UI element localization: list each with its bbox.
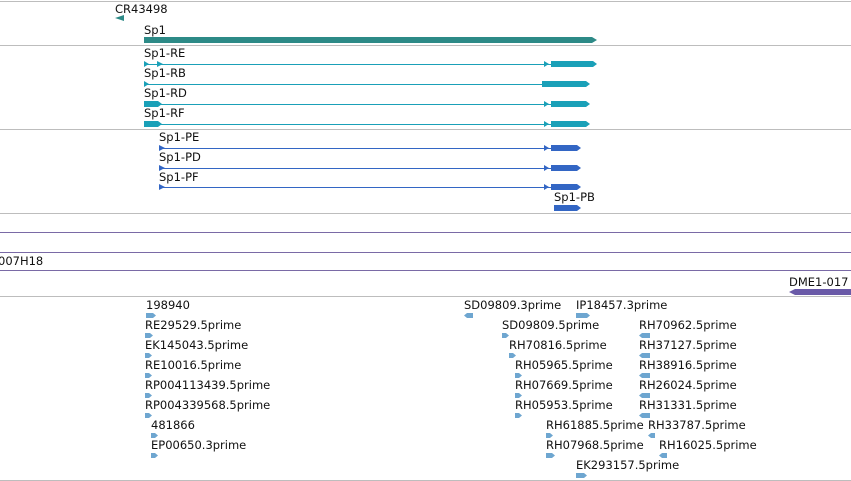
protein-arrow <box>544 145 549 151</box>
protein-segment <box>159 145 165 151</box>
transcript-label-rb[interactable]: Sp1-RB <box>144 66 186 80</box>
est-label[interactable]: SD09809.5prime <box>502 318 599 332</box>
transcript-exon <box>551 61 597 67</box>
est-label[interactable]: RH38916.5prime <box>639 358 737 372</box>
gene-track: CR43498 Sp1 <box>115 2 597 43</box>
gene-label-cr43498[interactable]: CR43498 <box>115 2 168 16</box>
transcript-exon <box>144 121 162 127</box>
est-feature <box>639 373 650 378</box>
transcript-exon <box>157 61 163 67</box>
est-label[interactable]: EK145043.5prime <box>145 338 248 352</box>
transcript-arrow <box>544 61 549 67</box>
clone-label-left[interactable]: 007H18 <box>0 254 43 268</box>
gene-feature-sp1[interactable] <box>144 37 597 43</box>
protein-segment <box>551 145 581 151</box>
protein-label-pb[interactable]: Sp1-PB <box>554 190 595 204</box>
clone-band-lines <box>0 232 851 271</box>
est-label[interactable]: RE29529.5prime <box>145 318 241 332</box>
protein-label-pe[interactable]: Sp1-PE <box>159 130 199 144</box>
protein-arrow <box>544 165 549 171</box>
est-feature <box>146 313 156 318</box>
est-label[interactable]: EK293157.5prime <box>576 458 679 472</box>
transcript-arrow <box>544 101 549 107</box>
est-label[interactable]: 198940 <box>146 298 190 312</box>
est-feature <box>639 353 650 358</box>
est-label[interactable]: IP18457.3prime <box>576 298 667 312</box>
protein-label-pf[interactable]: Sp1-PF <box>159 170 199 184</box>
transcript-arrow <box>544 121 549 127</box>
protein-segment <box>551 184 581 190</box>
est-feature <box>515 393 522 398</box>
est-feature <box>151 433 158 438</box>
est-label[interactable]: RH61885.5prime <box>546 418 644 432</box>
est-feature <box>639 393 650 398</box>
clone-label-right[interactable]: DME1-017 <box>789 275 848 289</box>
est-feature <box>546 453 555 458</box>
est-track: 198940 RE29529.5prime EK145043.5prime RE… <box>145 298 757 478</box>
est-feature <box>145 373 152 378</box>
protein-label-pd[interactable]: Sp1-PD <box>159 150 201 164</box>
est-label[interactable]: RH05953.5prime <box>515 398 613 412</box>
transcript-exon <box>542 81 590 87</box>
est-feature <box>576 473 587 478</box>
est-feature <box>464 313 473 318</box>
est-label[interactable]: RH70816.5prime <box>509 338 607 352</box>
est-label[interactable]: RH70962.5prime <box>639 318 737 332</box>
est-feature <box>502 333 509 338</box>
est-label[interactable]: RE10016.5prime <box>145 358 241 372</box>
transcript-exon <box>551 121 590 127</box>
est-label[interactable]: RH37127.5prime <box>639 338 737 352</box>
transcript-label-rf[interactable]: Sp1-RF <box>144 106 185 120</box>
est-label[interactable]: RH05965.5prime <box>515 358 613 372</box>
transcript-exon <box>551 101 590 107</box>
est-feature <box>576 313 590 318</box>
est-label[interactable]: 481866 <box>151 418 195 432</box>
est-label[interactable]: RH07968.5prime <box>546 438 644 452</box>
est-feature <box>515 373 522 378</box>
est-feature <box>145 413 152 418</box>
transcript-exon <box>144 101 162 107</box>
transcript-label-re[interactable]: Sp1-RE <box>144 46 185 60</box>
transcript-track: Sp1-RE Sp1-RB Sp1-RD Sp1-RF <box>144 46 597 127</box>
est-label[interactable]: RH16025.5prime <box>659 438 757 452</box>
gene-feature-cr43498[interactable] <box>115 15 124 21</box>
transcript-exon <box>144 81 149 87</box>
est-label[interactable]: RP004113439.5prime <box>145 378 270 392</box>
est-feature <box>509 353 516 358</box>
est-feature <box>515 413 522 418</box>
protein-segment <box>159 165 165 171</box>
est-label[interactable]: RH07669.5prime <box>515 378 613 392</box>
est-feature <box>648 433 655 438</box>
est-label[interactable]: RH33787.5prime <box>648 418 746 432</box>
gene-label-sp1[interactable]: Sp1 <box>144 23 166 37</box>
protein-track: Sp1-PE Sp1-PD Sp1-PF Sp1-PB <box>159 130 595 211</box>
est-feature <box>145 393 152 398</box>
est-feature <box>659 453 667 458</box>
est-feature <box>639 333 650 338</box>
transcript-label-rd[interactable]: Sp1-RD <box>144 86 187 100</box>
protein-segment <box>554 205 581 211</box>
protein-segment <box>551 165 581 171</box>
protein-arrow <box>544 184 549 190</box>
transcript-exon <box>144 61 149 67</box>
est-label[interactable]: EP00650.3prime <box>151 438 246 452</box>
est-feature <box>145 333 153 338</box>
est-label[interactable]: RH31331.5prime <box>639 398 737 412</box>
protein-segment <box>159 184 165 190</box>
clone-feature[interactable] <box>789 289 851 295</box>
est-feature <box>639 413 650 418</box>
est-feature <box>546 433 553 438</box>
est-label[interactable]: RP004339568.5prime <box>145 398 270 412</box>
est-label[interactable]: SD09809.3prime <box>464 298 561 312</box>
clone-track: 007H18 DME1-017 <box>0 254 851 295</box>
est-feature <box>151 453 158 458</box>
est-label[interactable]: RH26024.5prime <box>639 378 737 392</box>
est-feature <box>145 353 152 358</box>
